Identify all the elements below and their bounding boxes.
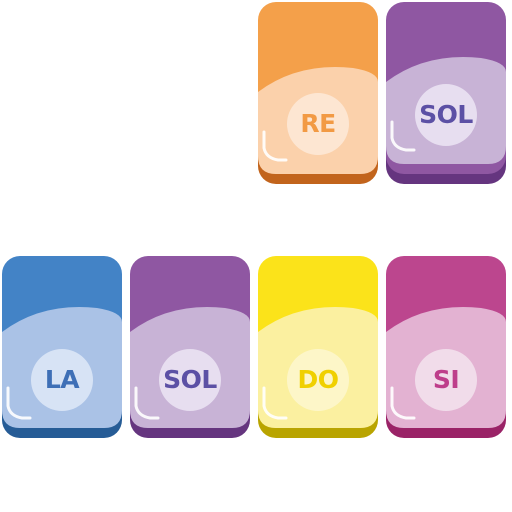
note-tile-si-graphic [386,256,506,438]
note-tile-do-graphic [258,256,378,438]
note-label: RE [300,109,336,138]
note-label: LA [44,365,80,394]
note-label: SI [432,365,460,394]
note-tile-sol-graphic [130,256,250,438]
note-tile-si[interactable]: SI [386,256,506,438]
note-tile-sol[interactable]: SOL [386,2,506,184]
note-tile-la[interactable]: LA [2,256,122,438]
note-tile-sol[interactable]: SOL [130,256,250,438]
note-label: SOL [163,365,217,394]
note-label: SOL [419,100,473,129]
note-tile-re[interactable]: RE [258,2,378,184]
note-tile-la-graphic [2,256,122,438]
note-tile-do[interactable]: DO [258,256,378,438]
note-tile-sol-graphic [386,2,506,184]
note-label: DO [297,365,339,394]
note-tile-re-graphic [258,2,378,184]
